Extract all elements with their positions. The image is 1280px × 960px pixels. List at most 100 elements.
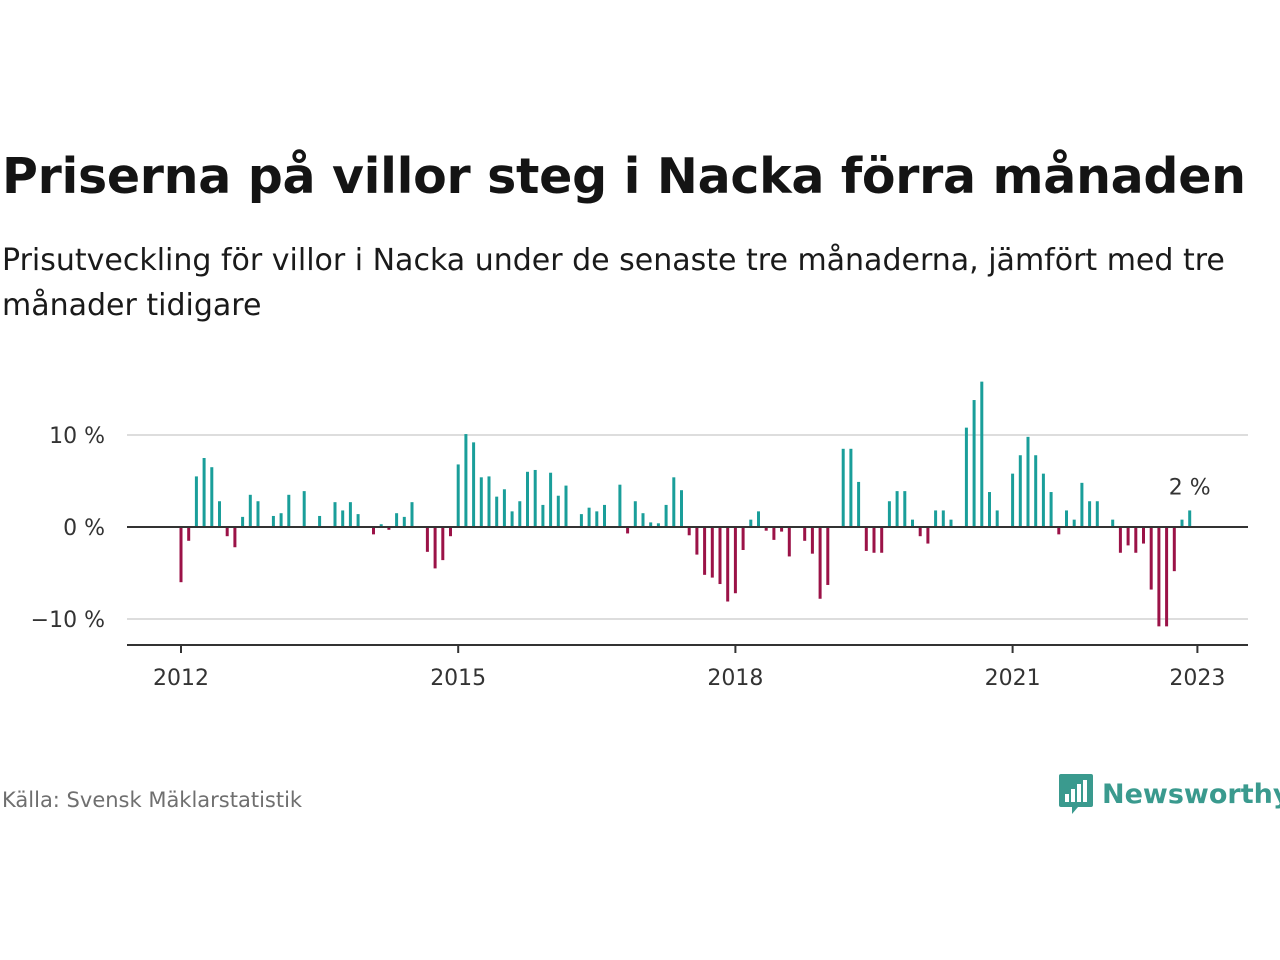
- bar: [1049, 492, 1053, 527]
- bar: [218, 501, 221, 527]
- x-tick-label: 2015: [430, 666, 486, 691]
- bar: [741, 527, 745, 550]
- bars: [179, 381, 1192, 627]
- bar: [703, 527, 707, 575]
- bar: [372, 527, 375, 535]
- bar: [1165, 527, 1169, 627]
- bar: [526, 471, 529, 527]
- y-axis: 10 % 0 % −10 %: [31, 424, 105, 633]
- bar: [1072, 519, 1076, 527]
- bar: [556, 495, 560, 527]
- bar: [787, 527, 791, 557]
- bar: [664, 504, 668, 527]
- bar: [256, 501, 260, 527]
- bar: [980, 381, 984, 527]
- bar: [341, 510, 345, 527]
- bar: [695, 527, 699, 555]
- bar: [402, 516, 406, 527]
- bar: [895, 491, 899, 527]
- bar: [1011, 473, 1015, 527]
- bar: [841, 448, 845, 527]
- bar: [1149, 527, 1153, 590]
- bar: [672, 477, 676, 527]
- bar: [1026, 436, 1030, 527]
- bar: [233, 527, 237, 548]
- chart-subtitle: Prisutveckling för villor i Nacka under …: [2, 243, 1225, 323]
- bar: [649, 522, 653, 527]
- bar: [425, 527, 429, 552]
- bar: [479, 477, 483, 527]
- bar: [1080, 482, 1084, 527]
- bar: [626, 527, 630, 534]
- end-value-label: 2 %: [1169, 475, 1211, 500]
- bar: [718, 527, 722, 585]
- bar: [579, 514, 583, 527]
- bar: [826, 527, 830, 585]
- bar: [1111, 519, 1115, 527]
- bar: [780, 527, 784, 532]
- bar: [633, 501, 637, 527]
- bar: [726, 527, 730, 602]
- bar: [387, 527, 391, 530]
- bar: [911, 519, 914, 527]
- chart-title: Priserna på villor steg i Nacka förra må…: [2, 148, 1246, 205]
- bar: [764, 527, 768, 531]
- bar: [187, 527, 191, 541]
- bar: [949, 519, 953, 527]
- bar: [287, 494, 291, 527]
- bar: [318, 515, 322, 527]
- bar: [680, 490, 683, 527]
- bar: [464, 434, 468, 527]
- bar: [1065, 510, 1068, 527]
- bar: [1142, 527, 1145, 544]
- bar: [1057, 527, 1061, 535]
- bar: [941, 510, 945, 527]
- newsworthy-logo: Newsworthy: [1058, 772, 1280, 816]
- bar: [1134, 527, 1138, 553]
- bar: [1118, 527, 1122, 553]
- bar: [194, 476, 198, 527]
- bar: [1018, 455, 1022, 527]
- bar-chart: 10 % 0 % −10 % 2012 2015 2018 2021 2023 2 %: [31, 381, 1248, 691]
- bar: [564, 485, 568, 527]
- bar: [803, 527, 807, 541]
- bar: [456, 464, 460, 527]
- bar: [441, 527, 445, 561]
- bar: [449, 527, 452, 537]
- x-tick-label: 2023: [1169, 666, 1225, 691]
- bar: [1088, 501, 1092, 527]
- bar: [248, 494, 252, 527]
- bar: [202, 458, 206, 527]
- bar: [749, 519, 753, 527]
- bar: [857, 481, 861, 527]
- bar: [934, 510, 938, 527]
- bar: [379, 524, 383, 527]
- y-tick-label: 10 %: [49, 424, 105, 449]
- bar: [880, 527, 884, 553]
- bar: [872, 527, 876, 553]
- bar: [988, 492, 991, 527]
- bar: [995, 510, 999, 527]
- newsworthy-logo-text: Newsworthy: [1102, 778, 1280, 810]
- bar: [395, 513, 399, 527]
- bar: [279, 513, 283, 527]
- bar: [1095, 501, 1099, 527]
- bar: [510, 511, 514, 527]
- bar: [333, 502, 337, 527]
- bar: [810, 527, 814, 554]
- bar: [410, 502, 414, 527]
- x-axis: 2012 2015 2018 2021 2023: [153, 645, 1225, 691]
- bar: [926, 527, 930, 544]
- x-tick-label: 2012: [153, 666, 209, 691]
- bar: [587, 507, 591, 527]
- newsworthy-logo-icon: [1059, 774, 1093, 814]
- bar: [179, 527, 183, 583]
- bar: [1157, 527, 1161, 627]
- bar: [595, 511, 599, 527]
- bar: [603, 504, 606, 527]
- y-tick-label: 0 %: [63, 516, 105, 541]
- bar: [864, 527, 868, 551]
- bar: [618, 484, 622, 527]
- bar: [641, 513, 645, 527]
- bar: [710, 527, 714, 578]
